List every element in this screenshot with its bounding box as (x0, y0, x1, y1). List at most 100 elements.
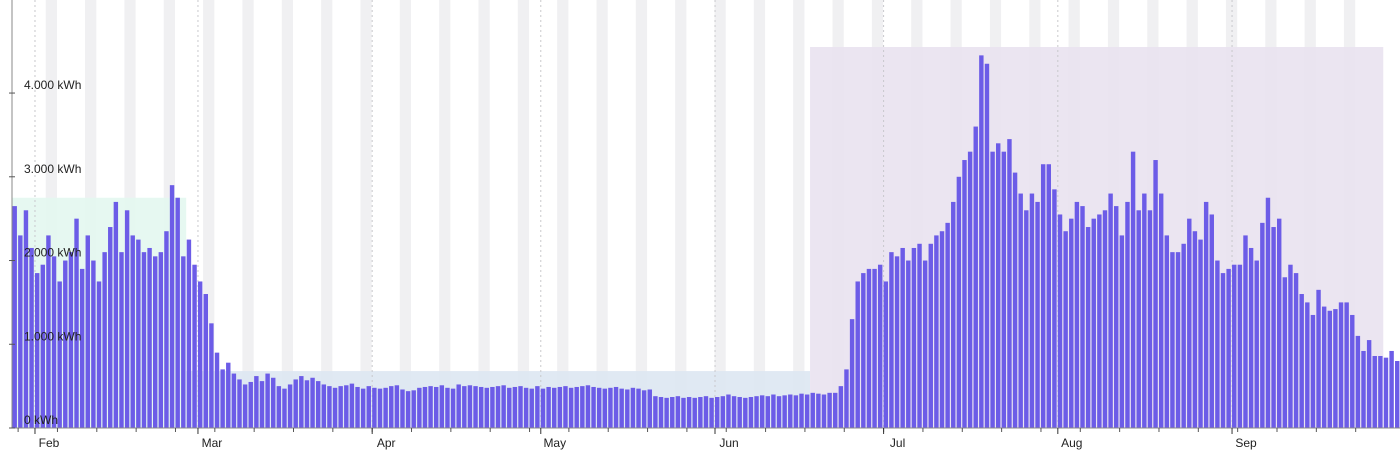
bar[interactable] (478, 386, 484, 428)
bar[interactable] (1372, 355, 1377, 428)
bar[interactable] (996, 143, 1001, 429)
bar[interactable] (1114, 206, 1119, 428)
bar[interactable] (737, 397, 742, 428)
bar[interactable] (1164, 235, 1170, 428)
bar[interactable] (181, 256, 186, 428)
bar[interactable] (523, 387, 529, 428)
bar[interactable] (512, 386, 518, 428)
bar[interactable] (153, 256, 158, 428)
bar[interactable] (928, 243, 933, 428)
bar[interactable] (417, 387, 422, 428)
bar[interactable] (1265, 197, 1271, 428)
bar[interactable] (344, 385, 349, 428)
bar[interactable] (641, 390, 647, 428)
bar[interactable] (703, 396, 709, 428)
bar[interactable] (754, 396, 759, 428)
bar[interactable] (1338, 302, 1344, 428)
bar[interactable] (40, 264, 46, 428)
bar[interactable] (462, 386, 467, 428)
bar[interactable] (434, 386, 439, 428)
bar[interactable] (585, 385, 591, 428)
bar[interactable] (877, 264, 883, 428)
bar[interactable] (568, 387, 574, 428)
bar[interactable] (372, 387, 377, 428)
bar[interactable] (715, 397, 720, 428)
bar[interactable] (130, 235, 135, 428)
bar[interactable] (608, 387, 613, 428)
bar[interactable] (113, 201, 119, 428)
bar[interactable] (456, 384, 461, 428)
bar[interactable] (1321, 306, 1327, 428)
bar[interactable] (338, 386, 343, 428)
bar[interactable] (1029, 193, 1035, 428)
bar[interactable] (956, 176, 962, 428)
bar[interactable] (1327, 310, 1332, 428)
bar[interactable] (1024, 210, 1029, 428)
bar[interactable] (613, 386, 619, 428)
bar[interactable] (192, 264, 197, 428)
bar[interactable] (355, 386, 360, 428)
bar[interactable] (535, 386, 540, 428)
bar[interactable] (108, 227, 113, 428)
bar[interactable] (12, 206, 17, 428)
bar[interactable] (1344, 302, 1349, 428)
bar[interactable] (838, 386, 844, 428)
bar[interactable] (1170, 252, 1175, 428)
bar[interactable] (428, 386, 433, 428)
bar[interactable] (686, 397, 692, 428)
bar[interactable] (450, 388, 456, 428)
bar[interactable] (51, 256, 57, 428)
bar[interactable] (1220, 273, 1226, 428)
bar[interactable] (1052, 189, 1057, 428)
bar[interactable] (1074, 201, 1080, 428)
bar[interactable] (855, 281, 860, 428)
bar[interactable] (889, 252, 894, 428)
bar[interactable] (68, 252, 74, 428)
bar[interactable] (1007, 139, 1012, 429)
bar[interactable] (866, 268, 872, 428)
bar[interactable] (1175, 252, 1181, 428)
bar[interactable] (1001, 151, 1007, 429)
bar[interactable] (1119, 235, 1125, 428)
bar[interactable] (1057, 214, 1063, 428)
bar[interactable] (1395, 361, 1400, 428)
bar[interactable] (332, 387, 338, 428)
bar[interactable] (1355, 335, 1361, 428)
bar[interactable] (692, 397, 697, 428)
bar[interactable] (911, 247, 917, 428)
bar[interactable] (1147, 210, 1153, 428)
bar[interactable] (1046, 164, 1051, 429)
bar[interactable] (1097, 214, 1102, 428)
bar[interactable] (1305, 302, 1310, 428)
bar[interactable] (653, 396, 658, 428)
bar[interactable] (861, 273, 866, 428)
bar[interactable] (209, 323, 214, 428)
bar[interactable] (147, 247, 152, 428)
bar[interactable] (1310, 314, 1316, 428)
bar[interactable] (473, 386, 478, 428)
bar[interactable] (293, 379, 298, 428)
bar[interactable] (226, 362, 231, 428)
bar[interactable] (945, 222, 950, 428)
bar[interactable] (984, 63, 990, 428)
bar[interactable] (1383, 357, 1389, 428)
bar[interactable] (271, 377, 276, 428)
bar[interactable] (259, 381, 265, 428)
bar[interactable] (1192, 231, 1198, 428)
bar[interactable] (529, 388, 534, 428)
bar[interactable] (540, 388, 546, 428)
bar[interactable] (119, 252, 124, 428)
bar[interactable] (1153, 160, 1158, 429)
bar[interactable] (849, 319, 855, 428)
bar[interactable] (681, 397, 686, 428)
bar[interactable] (1035, 201, 1040, 428)
bar[interactable] (1293, 273, 1299, 428)
bar[interactable] (79, 268, 85, 428)
bar[interactable] (495, 386, 501, 428)
bar[interactable] (231, 373, 237, 428)
bar[interactable] (389, 386, 394, 428)
bar[interactable] (894, 256, 900, 428)
bar[interactable] (507, 387, 512, 428)
bar[interactable] (23, 210, 29, 428)
bar[interactable] (1040, 164, 1046, 429)
